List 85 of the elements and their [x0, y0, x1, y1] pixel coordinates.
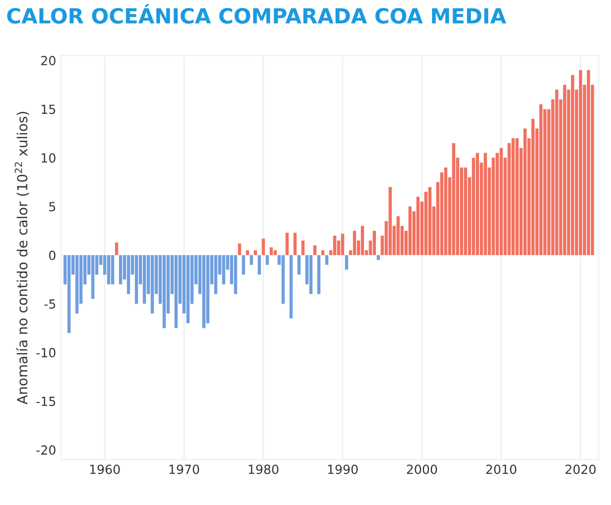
bar [293, 232, 297, 256]
bar [360, 226, 364, 256]
y-tick-label: -5 [44, 299, 56, 309]
bar [134, 255, 138, 304]
bar [214, 255, 218, 294]
bar [246, 250, 250, 256]
bar [222, 255, 226, 284]
bar [115, 242, 118, 256]
bar [126, 255, 130, 294]
bar [388, 186, 392, 256]
bar [242, 255, 246, 275]
bar [396, 216, 400, 256]
bar [313, 245, 316, 256]
bar [289, 255, 293, 318]
bar [444, 168, 448, 256]
bar [555, 90, 558, 256]
bar [563, 84, 566, 256]
bar [416, 196, 420, 256]
y-tick-label: 10 [42, 153, 56, 163]
bar [118, 255, 122, 284]
bar [150, 255, 154, 314]
x-tick-label: 2020 [566, 464, 596, 474]
bar [202, 255, 206, 328]
bar [266, 255, 269, 265]
bar [523, 128, 527, 256]
bar [516, 138, 519, 256]
bar [262, 238, 265, 256]
bar [428, 186, 432, 256]
bar [274, 250, 277, 256]
bar [464, 168, 468, 256]
bar [111, 255, 114, 284]
bar [282, 255, 285, 304]
bar [238, 243, 242, 256]
x-tick-label: 1980 [248, 464, 278, 474]
y-tick-label: -10 [36, 348, 56, 358]
bar [500, 148, 503, 256]
bar [539, 104, 542, 256]
bar [301, 240, 305, 256]
bar [250, 255, 254, 265]
bar [476, 152, 480, 256]
bar [352, 230, 356, 256]
bar [317, 255, 320, 294]
bar [107, 255, 110, 284]
bar [142, 255, 146, 304]
bar [258, 255, 261, 275]
bar [571, 75, 574, 256]
bar [512, 138, 515, 256]
bar [254, 250, 257, 256]
bar [270, 247, 273, 256]
bar [67, 255, 71, 333]
bar [578, 70, 582, 256]
bar [484, 152, 487, 256]
bar [341, 234, 344, 256]
y-tick-label: 5 [49, 202, 56, 212]
bar [162, 255, 166, 328]
bar [372, 230, 376, 256]
bar [345, 255, 348, 270]
bar [325, 255, 328, 265]
x-tick-label: 2000 [406, 464, 438, 474]
y-axis-title: Anomalía no contido de calor (10$^{22}$ xulios) [14, 112, 30, 404]
chart-title: CALOR OCEÁNICA COMPARADA COA MEDIA [7, 4, 506, 24]
y-tick-label: 15 [42, 104, 56, 114]
y-tick-label: 20 [41, 56, 56, 66]
y-tick-label: 0 [49, 250, 56, 260]
bar [286, 232, 289, 256]
x-tick-label: 1960 [90, 464, 120, 474]
bar [174, 255, 178, 328]
y-tick-label: -15 [36, 396, 56, 406]
bar [408, 206, 412, 256]
bar [376, 255, 380, 260]
bar [186, 255, 190, 324]
bar [531, 118, 535, 256]
y-tick-label: -20 [36, 445, 56, 455]
bar [333, 236, 336, 256]
bar [321, 250, 324, 256]
bar [297, 255, 301, 275]
bar [309, 255, 312, 294]
bar [91, 255, 94, 299]
x-tick-label: 1990 [328, 464, 358, 474]
bar [586, 70, 590, 256]
bar [75, 255, 79, 314]
x-tick-label: 1970 [169, 464, 200, 474]
bar [234, 255, 238, 294]
x-tick-label: 2010 [486, 464, 516, 474]
bar [452, 143, 456, 256]
